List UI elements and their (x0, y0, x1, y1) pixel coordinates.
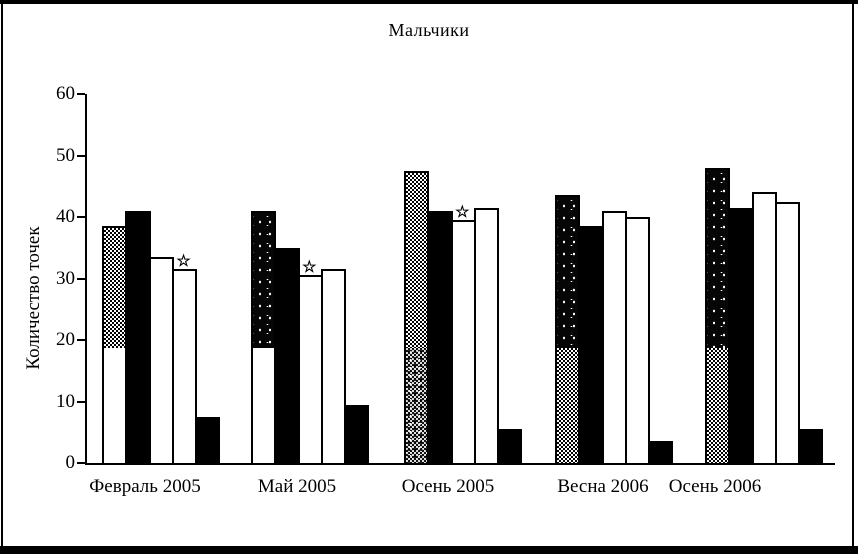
bar-bar-4-white (624, 217, 651, 465)
bar-bar-1-hatched-gray (102, 226, 128, 465)
y-axis-tick (77, 462, 85, 464)
y-axis-tick (77, 154, 85, 157)
bar-bar-5-black (344, 404, 370, 465)
bar-bar-4-white (171, 269, 198, 465)
bar-bar-2-black (274, 247, 300, 465)
scan-border-right (852, 4, 854, 546)
y-tick-label: 20 (56, 329, 75, 350)
bar-segment-bottom (557, 348, 579, 463)
y-tick-label: 30 (56, 267, 75, 289)
y-axis-tick (77, 93, 85, 95)
bar-segment-bottom (406, 348, 428, 463)
bar-segment-bottom (707, 348, 729, 463)
bar-bar-2-black (125, 210, 151, 465)
bar-segment-top (557, 197, 579, 349)
x-category-label: Осень 2005 (401, 476, 495, 497)
y-axis-tick (77, 339, 85, 341)
bar-bar-5-black (648, 441, 674, 465)
bar-bar-4-white (774, 201, 801, 465)
bar-segment-top (406, 172, 428, 349)
star-annotation-icon: ☆ (455, 204, 470, 222)
scan-border-left (1, 4, 3, 546)
y-tick-label: 60 (56, 83, 75, 104)
bar-bar-3-white (751, 192, 777, 465)
scan-border-bottom (0, 546, 858, 554)
bar-bar-2-black (427, 210, 453, 465)
y-axis-line (85, 94, 87, 465)
bar-segment-bottom (104, 348, 126, 463)
bar-bar-1-hatched-gray (555, 195, 581, 465)
bar-segment-top (707, 169, 729, 349)
chart-title: Мальчики (388, 20, 470, 40)
bar-bar-1-hatched-gray (404, 170, 430, 465)
y-tick-label: 0 (65, 452, 76, 473)
y-tick-label: 10 (56, 390, 75, 412)
bar-bar-1-hatched-gray (705, 167, 731, 465)
bar-bar-5-black (798, 429, 824, 465)
bar-bar-3-white (148, 256, 174, 465)
star-annotation-icon: ☆ (176, 253, 191, 271)
bar-bar-3-white (297, 275, 323, 465)
bar-bar-4-white (320, 269, 347, 465)
x-category-label: Май 2005 (257, 476, 337, 497)
bar-bar-1-hatched-gray (251, 210, 277, 465)
bar-bar-5-black (195, 416, 221, 465)
bar-bar-2-black (578, 226, 604, 465)
bar-bar-3-white (601, 210, 627, 465)
bar-bar-3-white (450, 220, 476, 465)
scan-border-top (0, 0, 858, 4)
x-category-label: Февраль 2005 (89, 476, 201, 497)
y-axis-tick (77, 277, 85, 280)
y-tick-label: 40 (56, 206, 75, 227)
star-annotation-icon: ☆ (302, 259, 317, 277)
bar-segment-top (253, 212, 275, 349)
bar-segment-bottom (253, 348, 275, 463)
y-axis-tick (77, 216, 85, 218)
bar-bar-4-white (473, 207, 500, 465)
bar-bar-5-black (497, 429, 523, 465)
y-tick-label: 50 (56, 144, 75, 166)
bar-bar-2-black (728, 207, 754, 465)
x-category-label: Осень 2006 (668, 476, 762, 497)
bar-segment-top (104, 228, 126, 349)
x-category-label: Весна 2006 (557, 476, 649, 497)
y-axis-tick (77, 400, 85, 403)
